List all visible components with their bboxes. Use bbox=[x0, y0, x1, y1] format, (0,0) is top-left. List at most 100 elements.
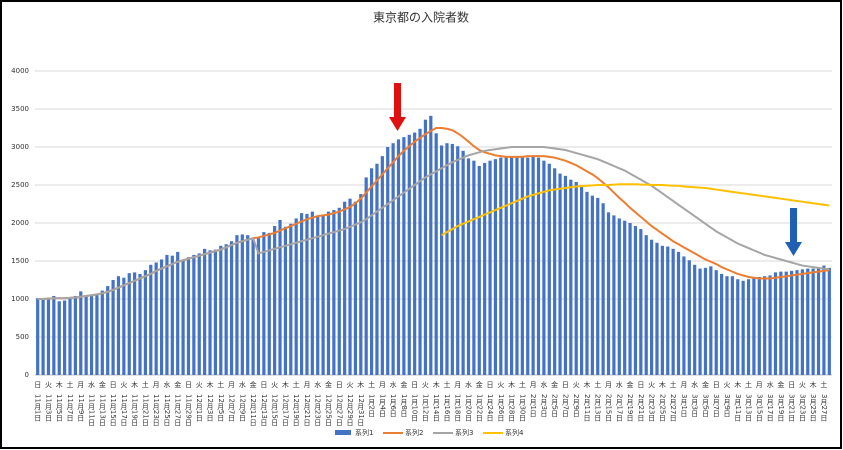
weekday-label: 日 bbox=[185, 381, 192, 389]
bar bbox=[504, 156, 508, 375]
bar bbox=[391, 143, 395, 375]
x-tick-label: 12月17日 bbox=[281, 394, 289, 427]
weekday-label: 水 bbox=[314, 380, 321, 389]
bar bbox=[746, 279, 751, 375]
x-tick-label: 2月9日 bbox=[572, 394, 580, 418]
weekday-label: 日 bbox=[110, 381, 117, 389]
weekday-label: 木 bbox=[810, 380, 817, 389]
x-tick-label: 3月21日 bbox=[788, 394, 796, 423]
bar bbox=[386, 147, 390, 375]
bar bbox=[289, 223, 293, 375]
weekday-label: 日 bbox=[336, 381, 343, 389]
legend-label: 系列2 bbox=[405, 428, 423, 437]
x-tick-label: 1月14日 bbox=[432, 394, 440, 423]
bar bbox=[477, 166, 481, 375]
weekday-label: 火 bbox=[497, 381, 504, 389]
weekday-label: 日 bbox=[713, 381, 720, 389]
legend-label: 系列4 bbox=[505, 428, 524, 437]
weekday-label: 土 bbox=[67, 380, 74, 389]
chart-title: 東京都の入院者数 bbox=[373, 10, 469, 25]
x-tick-label: 1月20日 bbox=[465, 394, 473, 423]
x-tick-label: 11月23日 bbox=[152, 394, 160, 427]
weekday-label: 火 bbox=[347, 381, 354, 389]
bar bbox=[359, 194, 363, 375]
bar bbox=[569, 179, 573, 375]
bar bbox=[725, 276, 729, 375]
weekday-label: 土 bbox=[217, 380, 224, 389]
legend: 系列1 系列2 系列3 系列4 bbox=[335, 428, 524, 437]
bar bbox=[133, 272, 137, 375]
y-tick-label: 0 bbox=[25, 371, 29, 379]
y-tick-label: 1500 bbox=[11, 257, 29, 265]
x-tick-label: 2月23日 bbox=[648, 394, 656, 423]
bar bbox=[558, 173, 562, 375]
weekday-label: 日 bbox=[411, 381, 418, 389]
weekday-label: 日 bbox=[637, 381, 644, 389]
weekday-label: 木 bbox=[508, 380, 515, 389]
bar bbox=[590, 195, 594, 375]
bar bbox=[682, 256, 686, 375]
bar bbox=[380, 156, 384, 375]
x-tick-label: 11月21日 bbox=[141, 394, 149, 427]
bar bbox=[741, 280, 745, 375]
bar bbox=[321, 215, 325, 375]
bar bbox=[63, 300, 67, 375]
x-tick-label: 3月19日 bbox=[777, 394, 785, 423]
weekday-label: 月 bbox=[77, 381, 84, 389]
bar bbox=[531, 156, 535, 375]
bar bbox=[299, 213, 304, 375]
bar bbox=[472, 160, 476, 375]
bar bbox=[499, 157, 503, 375]
bar bbox=[434, 133, 438, 375]
x-tick-label: 1月12日 bbox=[421, 394, 429, 423]
weekday-label: 金 bbox=[325, 380, 332, 389]
bar bbox=[649, 239, 654, 375]
x-tick-label: 1月30日 bbox=[518, 394, 526, 423]
bar bbox=[84, 296, 88, 375]
weekday-label: 土 bbox=[293, 380, 300, 389]
bar bbox=[111, 280, 115, 375]
x-tick-label: 3月9日 bbox=[723, 394, 731, 418]
x-tick-label: 2月7日 bbox=[561, 394, 569, 418]
bar bbox=[671, 248, 675, 375]
bar bbox=[36, 298, 40, 375]
bar bbox=[316, 216, 320, 375]
bar bbox=[165, 254, 169, 375]
bar bbox=[267, 232, 271, 375]
x-tick-label: 2月5日 bbox=[551, 394, 559, 418]
x-tick-label: 11月15日 bbox=[109, 394, 117, 427]
weekday-label: 木 bbox=[659, 380, 666, 389]
bar bbox=[407, 134, 411, 375]
weekday-label: 金 bbox=[250, 380, 257, 389]
x-tick-label: 12月29日 bbox=[346, 394, 354, 427]
weekday-label: 火 bbox=[573, 381, 580, 389]
bar bbox=[396, 139, 401, 375]
x-tick-label: 12月25日 bbox=[324, 394, 332, 427]
bar bbox=[790, 270, 794, 375]
weekday-label: 金 bbox=[551, 380, 558, 389]
x-tick-label: 12月19日 bbox=[292, 394, 300, 427]
weekday-label: 水 bbox=[239, 380, 246, 389]
weekday-label: 火 bbox=[196, 381, 203, 389]
bar bbox=[488, 160, 492, 375]
bar bbox=[644, 235, 648, 375]
y-tick-label: 2500 bbox=[11, 181, 29, 189]
x-tick-label: 2月1日 bbox=[529, 394, 537, 418]
weekday-label: 日 bbox=[788, 381, 795, 389]
bar bbox=[413, 132, 417, 375]
x-tick-label: 2月15日 bbox=[605, 394, 613, 423]
bar bbox=[224, 244, 228, 375]
bar bbox=[57, 301, 61, 375]
weekday-label: 月 bbox=[680, 381, 687, 389]
bar bbox=[456, 146, 460, 375]
bar bbox=[542, 160, 546, 375]
x-tick-label: 11月27日 bbox=[174, 394, 182, 427]
bar bbox=[606, 212, 611, 375]
weekday-label: 水 bbox=[540, 380, 547, 389]
x-tick-label: 11月29日 bbox=[184, 394, 192, 427]
legend-label: 系列3 bbox=[455, 428, 473, 437]
bar bbox=[466, 158, 471, 375]
x-tick-label: 3月25日 bbox=[809, 394, 817, 423]
weekday-label: 土 bbox=[142, 380, 149, 389]
bar bbox=[337, 207, 341, 375]
